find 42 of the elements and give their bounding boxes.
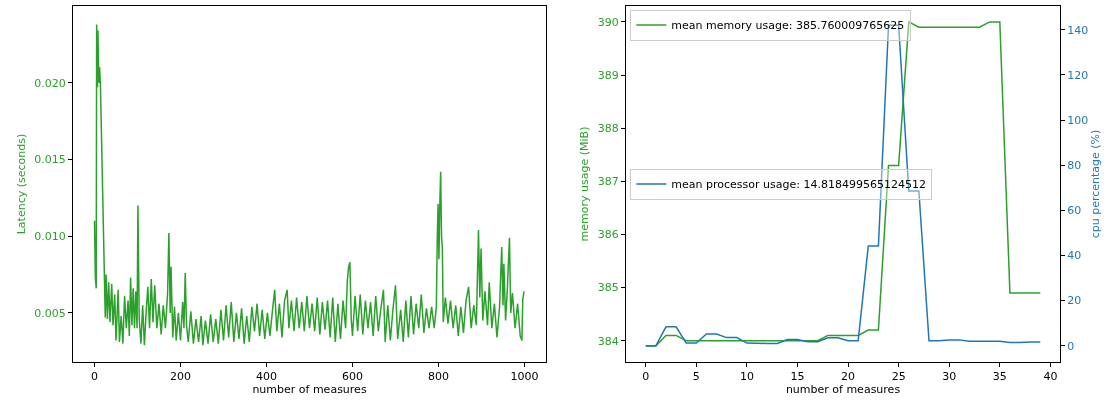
x-tick-label: 10 xyxy=(739,370,754,384)
x-axis-title: number of measures xyxy=(252,383,367,397)
y2-tick-label: 40 xyxy=(1067,249,1082,263)
y2-tick-label: 60 xyxy=(1067,204,1082,218)
x-tick-label: 400 xyxy=(256,370,277,384)
x-tick-label: 30 xyxy=(942,370,957,384)
x-tick-label: 35 xyxy=(992,370,1007,384)
y-tick-label: 390 xyxy=(597,15,619,29)
x-tick-label: 600 xyxy=(342,370,363,384)
x-tick-label: 5 xyxy=(692,370,700,384)
y-tick-label: 387 xyxy=(597,175,619,189)
x-axis-title: number of measures xyxy=(785,383,901,397)
y-tick-label: 386 xyxy=(597,228,619,242)
y2-tick-label: 80 xyxy=(1067,159,1082,172)
y-axis-title: memory usage (MiB) xyxy=(578,126,592,242)
x-tick-label: 15 xyxy=(790,370,805,384)
y-tick-label: 0.020 xyxy=(34,76,66,90)
y-tick-label: 385 xyxy=(597,281,619,295)
y-tick-label: 0.010 xyxy=(34,230,66,244)
y-axis-title: Latency (seconds) xyxy=(14,133,28,235)
y-tick-label: 389 xyxy=(597,68,619,82)
y2-tick-label: 120 xyxy=(1067,68,1089,82)
x-tick-label: 200 xyxy=(170,370,191,384)
x-tick-label: 1000 xyxy=(510,370,539,384)
x-tick-label: 40 xyxy=(1043,370,1058,384)
y2-tick-label: 140 xyxy=(1067,23,1089,37)
x-tick-label: 20 xyxy=(841,370,856,384)
x-tick-label: 0 xyxy=(91,370,98,384)
line-series xyxy=(93,23,525,346)
y-tick-label: 384 xyxy=(597,334,619,348)
x-tick-label: 25 xyxy=(891,370,906,384)
y2-tick-label: 20 xyxy=(1067,294,1082,308)
legend-label: mean processor usage: 14.818499565124512 xyxy=(671,178,926,192)
y-tick-label: 388 xyxy=(597,122,619,136)
x-tick-label: 800 xyxy=(428,370,449,384)
legend-label: mean memory usage: 385.760009765625 xyxy=(671,19,905,33)
y-tick-label: 0.005 xyxy=(34,306,66,320)
y2-tick-label: 0 xyxy=(1067,339,1075,353)
y-tick-label: 0.015 xyxy=(34,153,66,167)
y2-axis-title: cpu percentage (%) xyxy=(1089,129,1103,239)
y2-tick-label: 100 xyxy=(1067,113,1089,127)
x-tick-label: 0 xyxy=(642,370,650,384)
